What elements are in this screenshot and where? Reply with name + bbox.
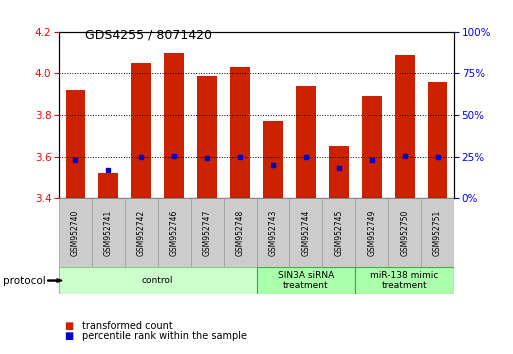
Bar	[289, 198, 322, 267]
Text: GSM952745: GSM952745	[334, 210, 343, 256]
Bar	[197, 75, 217, 198]
Bar	[92, 198, 125, 267]
Text: GSM952748: GSM952748	[235, 210, 245, 256]
Bar	[355, 198, 388, 267]
Text: ■: ■	[64, 321, 73, 331]
Text: GSM952747: GSM952747	[203, 210, 212, 256]
Bar	[98, 173, 118, 198]
Text: GSM952751: GSM952751	[433, 210, 442, 256]
Text: GSM952741: GSM952741	[104, 210, 113, 256]
Text: SIN3A siRNA
treatment: SIN3A siRNA treatment	[278, 271, 334, 290]
Text: GSM952750: GSM952750	[400, 210, 409, 256]
Text: GDS4255 / 8071420: GDS4255 / 8071420	[85, 28, 212, 41]
Bar	[394, 55, 415, 198]
Bar	[322, 198, 355, 267]
Bar	[388, 198, 421, 267]
Text: protocol: protocol	[3, 275, 45, 286]
Bar	[191, 198, 224, 267]
Text: ■: ■	[64, 331, 73, 341]
Bar	[256, 267, 355, 294]
Text: GSM952744: GSM952744	[301, 210, 310, 256]
Bar	[329, 146, 349, 198]
Bar	[428, 82, 447, 198]
Text: miR-138 mimic
treatment: miR-138 mimic treatment	[370, 271, 439, 290]
Bar	[263, 121, 283, 198]
Bar	[59, 267, 256, 294]
Bar	[296, 86, 315, 198]
Bar	[66, 90, 85, 198]
Text: transformed count: transformed count	[82, 321, 173, 331]
Text: control: control	[142, 276, 173, 285]
Bar	[421, 198, 454, 267]
Text: GSM952742: GSM952742	[137, 210, 146, 256]
Text: GSM952746: GSM952746	[170, 210, 179, 256]
Bar	[355, 267, 454, 294]
Bar	[158, 198, 191, 267]
Bar	[224, 198, 256, 267]
Bar	[59, 198, 92, 267]
Bar	[164, 53, 184, 198]
Bar	[256, 198, 289, 267]
Bar	[131, 63, 151, 198]
Text: percentile rank within the sample: percentile rank within the sample	[82, 331, 247, 341]
Bar	[362, 96, 382, 198]
Text: GSM952740: GSM952740	[71, 210, 80, 256]
Bar	[230, 67, 250, 198]
Bar	[125, 198, 158, 267]
Text: GSM952743: GSM952743	[268, 210, 278, 256]
Text: GSM952749: GSM952749	[367, 210, 376, 256]
